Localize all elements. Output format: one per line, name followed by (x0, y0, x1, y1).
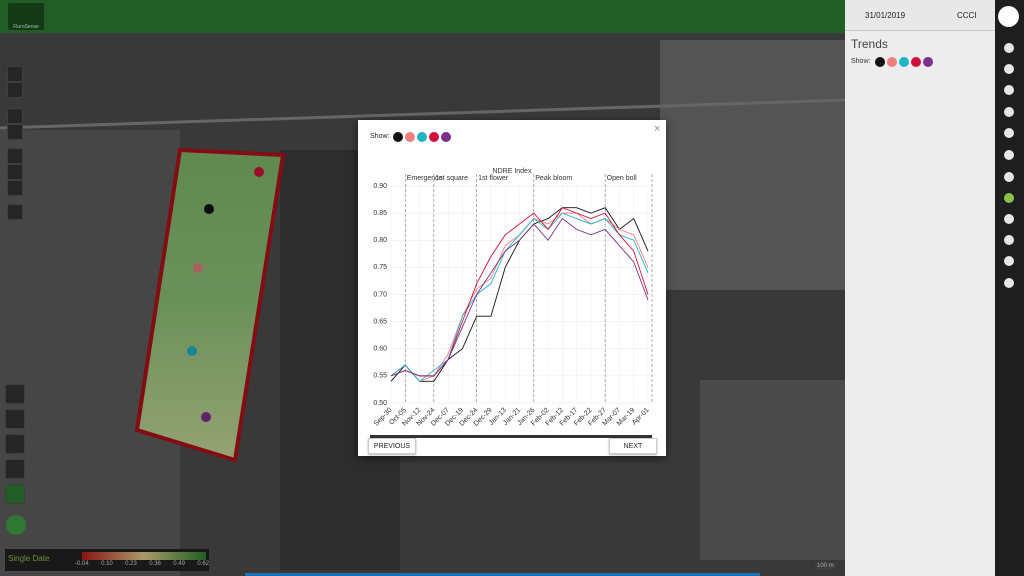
scale: 100 m (815, 563, 836, 569)
tool[interactable] (5, 409, 25, 429)
side-panel: 31/01/2019 CCCI Trends Show: (845, 0, 995, 576)
index-select[interactable]: CCCI (957, 11, 977, 20)
tool[interactable] (7, 148, 23, 164)
sidebar-icon[interactable] (1004, 107, 1014, 117)
y-tick-label: 0.55 (373, 373, 387, 380)
series-toggle[interactable] (429, 132, 439, 142)
series-toggle[interactable] (417, 132, 427, 142)
side-top (845, 0, 995, 31)
tool[interactable] (7, 180, 23, 196)
slider[interactable] (370, 435, 652, 438)
previous-button[interactable]: PREVIOUS (368, 438, 416, 454)
sidebar-icon[interactable] (1004, 193, 1014, 203)
legend-tick: -0.04 (75, 561, 89, 567)
chat-button[interactable] (6, 515, 26, 535)
series-toggle[interactable] (441, 132, 451, 142)
close-button[interactable]: × (654, 123, 661, 135)
expand-button[interactable] (998, 6, 1019, 27)
sidebar-icon[interactable] (1004, 172, 1014, 182)
sidebar-icon[interactable] (1004, 150, 1014, 160)
series-toggle[interactable] (405, 132, 415, 142)
header: FluroSense (0, 0, 845, 33)
show-label: Show: (851, 58, 871, 65)
chart: NDRE Index 0.50 0.55 0.60 0.65 0.70 0.75 0.80 0… (373, 168, 653, 428)
logo[interactable]: FluroSense (8, 3, 44, 30)
tool[interactable] (7, 164, 23, 180)
tool[interactable] (5, 484, 25, 504)
annotation-label: 1st square (435, 175, 468, 182)
legend-tick: 0.36 (149, 561, 161, 567)
y-tick-label: 0.70 (373, 291, 387, 298)
annotation-label: Emergence (407, 175, 443, 182)
sidebar-icon[interactable] (1004, 85, 1014, 95)
sidebar-icon[interactable] (1004, 256, 1014, 266)
pins (187, 167, 264, 422)
tool[interactable] (7, 82, 23, 98)
show-label: Show: (370, 133, 390, 140)
progress (245, 573, 760, 576)
icon-bar (995, 0, 1024, 576)
legend-ticks: -0.04 0.10 0.23 0.36 0.49 0.62 (75, 561, 209, 567)
y-tick-label: 0.75 (373, 264, 387, 271)
annotation-label: Peak bloom (535, 175, 572, 182)
next-button[interactable]: NEXT (609, 438, 657, 454)
y-tick-label: 0.50 (373, 400, 387, 407)
tool[interactable] (7, 66, 23, 82)
legend-mode[interactable]: Single Date (8, 554, 50, 563)
tool[interactable] (5, 459, 25, 479)
sidebar-icon[interactable] (1004, 214, 1014, 224)
sidebar-icon[interactable] (1004, 235, 1014, 245)
sidebar-icon[interactable] (1004, 43, 1014, 53)
date[interactable]: 31/01/2019 (865, 11, 906, 20)
y-tick-label: 0.65 (373, 318, 387, 325)
series-line (390, 212, 649, 382)
zoom-in[interactable] (7, 108, 23, 124)
series-toggle[interactable] (899, 57, 909, 67)
series-toggles (875, 57, 933, 67)
map (0, 40, 845, 576)
y-tick-label: 0.90 (373, 183, 387, 190)
series-toggle[interactable] (923, 57, 933, 67)
y-tick-label: 0.85 (373, 210, 387, 217)
tool[interactable] (5, 434, 25, 454)
series-line (390, 217, 649, 377)
zoom-out[interactable] (7, 124, 23, 140)
sidebar-icon[interactable] (1004, 128, 1014, 138)
chart-title: NDRE Index (493, 168, 532, 175)
map-legend: Single Date -0.04 0.10 0.23 0.36 0.49 0.62 (5, 549, 209, 571)
color-bar (82, 552, 206, 560)
y-tick-label: 0.60 (373, 346, 387, 353)
series-toggle[interactable] (887, 57, 897, 67)
modal: × Show: PREVIOUS NEXT (358, 120, 666, 456)
legend-tick: 0.49 (173, 561, 185, 567)
field[interactable] (134, 147, 286, 463)
legend-tick: 0.62 (197, 561, 209, 567)
series-toggle[interactable] (911, 57, 921, 67)
y-tick-label: 0.80 (373, 237, 387, 244)
panel-title: Trends (851, 37, 888, 51)
series-toggle[interactable] (393, 132, 403, 142)
annotation-label: 1st flower (478, 175, 509, 182)
tool[interactable] (7, 204, 23, 220)
sidebar-icon[interactable] (1004, 64, 1014, 74)
legend-tick: 0.10 (101, 561, 113, 567)
series-toggle[interactable] (875, 57, 885, 67)
legend-tick: 0.23 (125, 561, 137, 567)
tool[interactable] (5, 384, 25, 404)
annotation-label: Open boll (607, 175, 637, 182)
series-toggles (393, 132, 451, 142)
sidebar-icon[interactable] (1004, 278, 1014, 288)
